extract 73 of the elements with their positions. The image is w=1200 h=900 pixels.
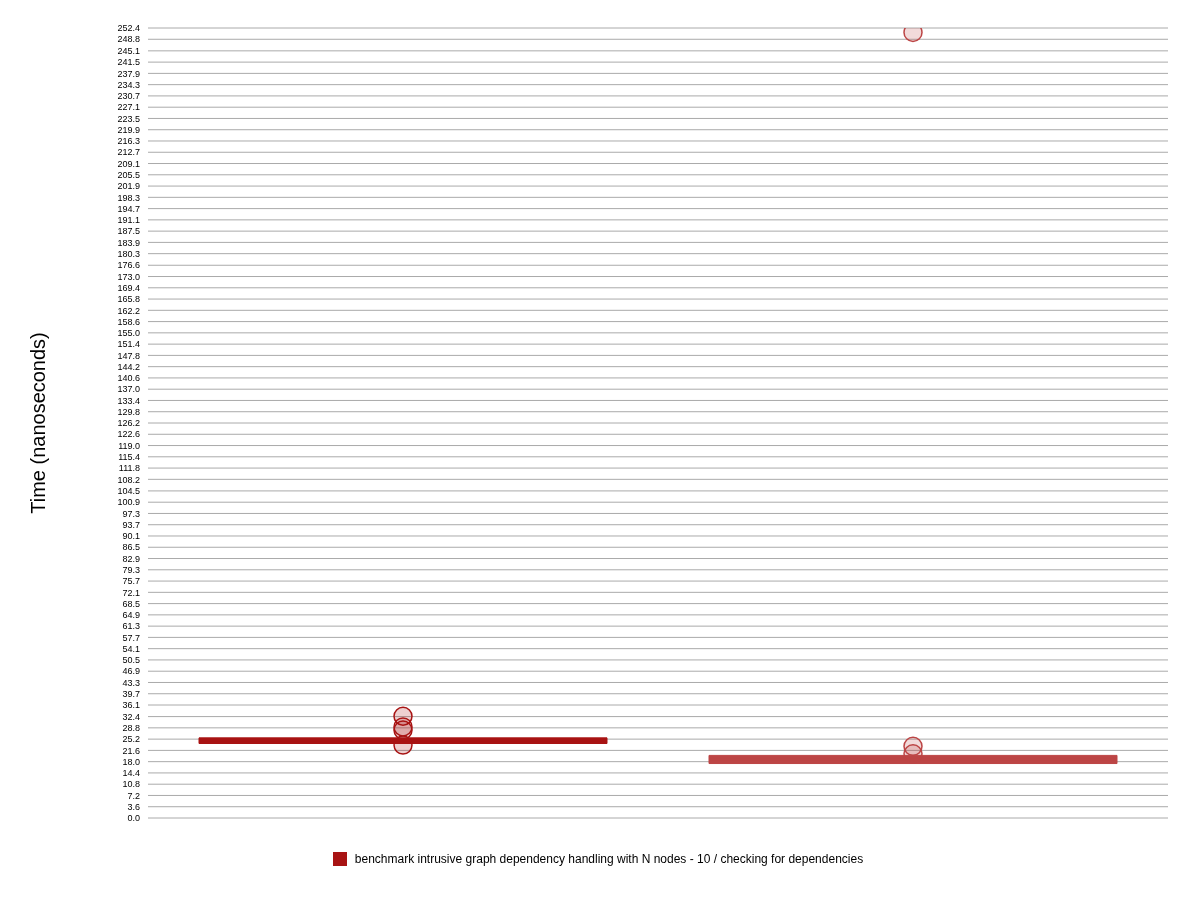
y-tick-label: 140.6: [117, 373, 140, 384]
y-tick-label: 227.1: [117, 102, 140, 113]
y-tick-label: 187.5: [117, 226, 140, 237]
y-tick-label: 144.2: [117, 361, 140, 372]
y-tick-label: 115.4: [118, 452, 140, 462]
y-tick-label: 212.7: [117, 147, 140, 158]
y-tick-label: 97.3: [122, 508, 140, 519]
y-tick-label: 72.1: [122, 587, 140, 598]
y-tick-label: 248.8: [117, 34, 140, 45]
y-tick-label: 191.1: [117, 215, 140, 226]
y-tick-label: 50.5: [122, 655, 140, 666]
y-tick-label: 21.6: [122, 745, 140, 756]
y-tick-label: 108.2: [117, 474, 140, 485]
y-tick-label: 79.3: [122, 564, 140, 575]
y-tick-label: 223.5: [117, 113, 140, 124]
y-tick-label: 241.5: [117, 57, 140, 68]
y-tick-label: 237.9: [117, 68, 140, 79]
y-tick-label: 183.9: [117, 237, 140, 248]
y-tick-label: 129.8: [117, 406, 140, 417]
y-tick-label: 147.8: [117, 350, 140, 361]
y-tick-label: 158.6: [117, 316, 140, 327]
y-tick-label: 75.7: [122, 576, 140, 587]
y-tick-label: 14.4: [122, 768, 140, 779]
y-tick-label: 39.7: [122, 688, 140, 699]
y-tick-label: 46.9: [122, 666, 140, 677]
y-tick-label: 86.5: [122, 542, 140, 553]
y-tick-label: 252.4: [117, 23, 140, 34]
y-tick-label: 100.9: [117, 497, 140, 508]
y-tick-label: 119.0: [118, 440, 140, 451]
y-tick-label: 61.3: [122, 621, 140, 632]
y-tick-label: 25.2: [122, 734, 140, 745]
y-tick-label: 194.7: [117, 203, 140, 214]
y-tick-label: 10.8: [122, 779, 140, 790]
y-tick-label: 104.5: [117, 486, 140, 497]
y-tick-label: 36.1: [122, 700, 140, 711]
y-tick-label: 57.7: [122, 632, 140, 643]
y-tick-label: 169.4: [117, 282, 140, 293]
y-tick-label: 205.5: [117, 169, 140, 180]
y-tick-label: 234.3: [117, 79, 140, 90]
y-tick-label: 201.9: [117, 181, 140, 192]
y-tick-label: 90.1: [122, 531, 140, 542]
y-tick-label: 111.8: [118, 463, 140, 474]
y-tick-label: 93.7: [122, 519, 140, 530]
y-tick-label: 0.0: [127, 813, 140, 824]
y-tick-label: 230.7: [117, 91, 140, 102]
y-tick-label: 54.1: [122, 643, 140, 654]
y-tick-label: 137.0: [117, 384, 140, 395]
y-tick-label: 151.4: [117, 339, 140, 350]
y-tick-label: 155.0: [117, 328, 140, 339]
y-tick-label: 219.9: [117, 124, 140, 135]
y-tick-label: 176.6: [117, 260, 140, 271]
y-tick-label: 68.5: [122, 598, 140, 609]
legend-label: benchmark intrusive graph dependency handling with N nodes - 10 / checking for dependencies: [354, 852, 864, 866]
y-axis-title: Time (nanoseconds): [27, 332, 50, 514]
y-tick-label: 3.6: [127, 801, 140, 812]
y-tick-label: 18.0: [122, 756, 140, 767]
y-tick-label: 133.4: [117, 395, 140, 406]
y-tick-label: 209.1: [117, 158, 140, 169]
y-tick-label: 162.2: [117, 305, 140, 316]
y-tick-label: 198.3: [117, 192, 140, 203]
y-tick-label: 43.3: [122, 677, 140, 688]
y-tick-label: 7.2: [127, 790, 140, 801]
y-tick-label: 173.0: [117, 271, 140, 282]
y-tick-label: 32.4: [122, 711, 140, 722]
y-tick-label: 126.2: [117, 418, 140, 429]
y-tick-label: 245.1: [117, 46, 140, 57]
y-tick-label: 64.9: [122, 610, 140, 621]
y-tick-label: 180.3: [117, 248, 140, 259]
y-tick-label: 122.6: [117, 429, 140, 440]
y-tick-label: 216.3: [117, 136, 140, 147]
y-tick-label: 82.9: [122, 553, 140, 564]
y-tick-label: 165.8: [117, 294, 140, 305]
y-tick-label: 28.8: [122, 723, 140, 734]
